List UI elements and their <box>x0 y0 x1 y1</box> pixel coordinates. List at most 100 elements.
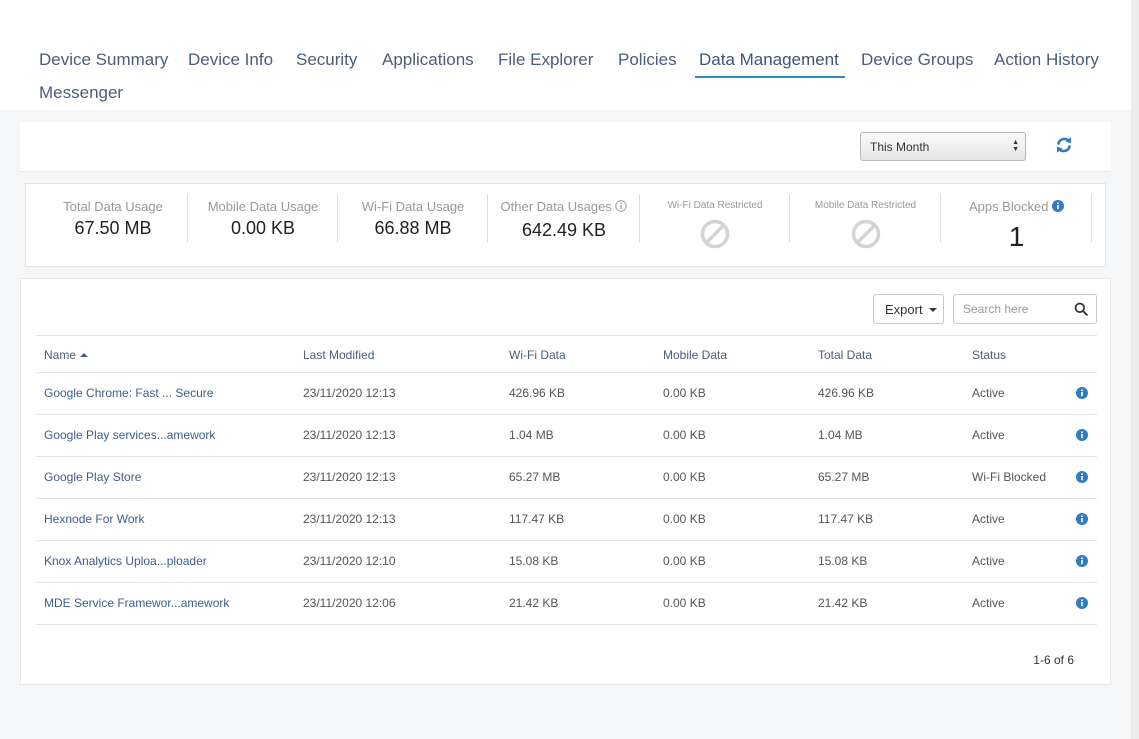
status-cell: Active <box>972 428 1005 442</box>
tab-policies[interactable]: Policies <box>618 50 677 69</box>
stat-label-text: Apps Blocked <box>968 199 1049 214</box>
app-name-link[interactable]: Google Play Store <box>44 470 142 484</box>
stat-label: Wi-Fi Data Usage <box>361 199 465 214</box>
app-name-link[interactable]: Google Play services...amework <box>44 428 216 442</box>
last-modified-cell: 23/11/2020 12:13 <box>303 428 396 442</box>
table-row: Google Play Store 23/11/2020 12:13 65.27… <box>36 457 1097 499</box>
mobile-data-cell: 0.00 KB <box>663 512 706 526</box>
info-icon[interactable] <box>1076 387 1088 399</box>
sort-ascending-icon <box>80 353 89 357</box>
tab-data-management[interactable]: Data Management <box>695 46 845 78</box>
info-icon[interactable] <box>1052 200 1065 212</box>
tab-device-summary[interactable]: Device Summary <box>39 50 169 69</box>
stat-label-text: Other Data Usages <box>500 199 612 214</box>
tab-messenger[interactable]: Messenger <box>39 83 124 102</box>
column-header-total-data[interactable]: Total Data <box>818 348 873 362</box>
table-row: Knox Analytics Uploa...ploader 23/11/202… <box>36 541 1097 583</box>
table-row: Hexnode For Work 23/11/2020 12:13 117.47… <box>36 499 1097 541</box>
stat-total-data: Total Data Usage 67.50 MB <box>38 184 188 268</box>
app-name-link[interactable]: Google Chrome: Fast ... Secure <box>44 386 214 400</box>
tab-device-groups[interactable]: Device Groups <box>861 50 974 69</box>
column-header-name[interactable]: Name <box>44 336 89 374</box>
status-cell: Active <box>972 554 1005 568</box>
tab-applications[interactable]: Applications <box>382 50 474 69</box>
stat-value: 0.00 KB <box>230 218 296 238</box>
no-entry-icon <box>851 219 880 249</box>
tab-action-history[interactable]: Action History <box>994 50 1099 69</box>
no-entry-icon <box>700 219 730 249</box>
stat-mobile-restricted: Mobile Data Restricted <box>790 184 941 268</box>
mobile-data-cell: 0.00 KB <box>663 554 706 568</box>
usage-summary: Total Data Usage 67.50 MB Mobile Data Us… <box>25 183 1106 267</box>
export-button[interactable]: Export <box>873 294 944 324</box>
stat-label: Mobile Data Usage <box>207 199 319 214</box>
wifi-data-cell: 15.08 KB <box>509 554 559 568</box>
select-arrows-icon: ▲ ▼ <box>1012 139 1019 153</box>
search-input[interactable] <box>963 296 1075 322</box>
stat-mobile-data: Mobile Data Usage 0.00 KB <box>188 184 338 268</box>
stat-value: 1 <box>1008 221 1025 252</box>
status-cell: Active <box>972 512 1005 526</box>
stat-label: Total Data Usage <box>63 199 163 214</box>
search-icon[interactable] <box>1074 302 1088 316</box>
stat-wifi-restricted: Wi-Fi Data Restricted <box>640 184 790 268</box>
last-modified-cell: 23/11/2020 12:06 <box>303 596 396 610</box>
info-icon[interactable] <box>1076 513 1088 525</box>
status-cell: Active <box>972 596 1005 610</box>
filter-bar: This Month ▲ ▼ <box>20 122 1111 172</box>
total-data-cell: 1.04 MB <box>818 428 863 442</box>
app-usage-table: Name Last Modified Wi-Fi Data Mobile Dat… <box>36 335 1097 625</box>
info-icon[interactable] <box>1076 555 1088 567</box>
stat-value: 66.88 MB <box>374 218 452 238</box>
period-select-value: This Month <box>870 140 930 154</box>
app-name-link[interactable]: Knox Analytics Uploa...ploader <box>44 554 207 568</box>
divider <box>487 194 488 242</box>
column-header-last-modified[interactable]: Last Modified <box>303 348 375 362</box>
app-name-link[interactable]: MDE Service Framewor...amework <box>44 596 230 610</box>
pagination-info: 1-6 of 6 <box>1033 653 1074 667</box>
tab-security[interactable]: Security <box>296 50 358 69</box>
search-box <box>953 294 1097 324</box>
mobile-data-cell: 0.00 KB <box>663 386 706 400</box>
wifi-data-cell: 1.04 MB <box>509 428 554 442</box>
tab-file-explorer[interactable]: File Explorer <box>498 50 594 69</box>
export-label: Export <box>885 302 923 317</box>
app-name-link[interactable]: Hexnode For Work <box>44 512 145 526</box>
last-modified-cell: 23/11/2020 12:13 <box>303 512 396 526</box>
header-label: Name <box>44 348 77 362</box>
refresh-icon[interactable] <box>1054 135 1074 155</box>
column-header-status[interactable]: Status <box>972 348 1007 362</box>
total-data-cell: 117.47 KB <box>818 512 874 526</box>
period-select[interactable]: This Month ▲ ▼ <box>860 132 1026 161</box>
stat-value: 67.50 MB <box>74 218 152 238</box>
tab-device-info[interactable]: Device Info <box>188 50 274 69</box>
scrollbar[interactable] <box>1131 0 1139 739</box>
table-row: MDE Service Framewor...amework 23/11/202… <box>36 583 1097 625</box>
stat-wifi-data: Wi-Fi Data Usage 66.88 MB <box>338 184 488 268</box>
stat-apps-blocked: Apps Blocked 1 <box>941 184 1092 268</box>
caret-down-icon <box>928 308 937 312</box>
divider <box>789 194 790 242</box>
info-icon[interactable] <box>1076 597 1088 609</box>
status-cell: Active <box>972 386 1005 400</box>
total-data-cell: 426.96 KB <box>818 386 875 400</box>
mobile-data-cell: 0.00 KB <box>663 470 706 484</box>
divider <box>187 194 188 242</box>
divider <box>337 194 338 242</box>
divider <box>639 194 640 242</box>
column-header-wifi-data[interactable]: Wi-Fi Data <box>509 348 566 362</box>
last-modified-cell: 23/11/2020 12:13 <box>303 470 396 484</box>
info-icon[interactable] <box>1076 429 1088 441</box>
info-icon[interactable] <box>1076 471 1088 483</box>
mobile-data-cell: 0.00 KB <box>663 428 706 442</box>
stat-label: Other Data Usages <box>488 199 640 214</box>
column-header-mobile-data[interactable]: Mobile Data <box>663 348 728 362</box>
wifi-data-cell: 117.47 KB <box>509 512 565 526</box>
total-data-cell: 21.42 KB <box>818 596 868 610</box>
status-cell: Wi-Fi Blocked <box>972 470 1047 484</box>
info-outline-icon[interactable] <box>615 200 628 212</box>
stat-label: Wi-Fi Data Restricted <box>667 200 763 211</box>
stat-other-data: Other Data Usages 642.49 KB <box>488 184 640 268</box>
top-bar: Device Summary Device Info Security Appl… <box>0 0 1131 110</box>
wifi-data-cell: 65.27 MB <box>509 470 561 484</box>
